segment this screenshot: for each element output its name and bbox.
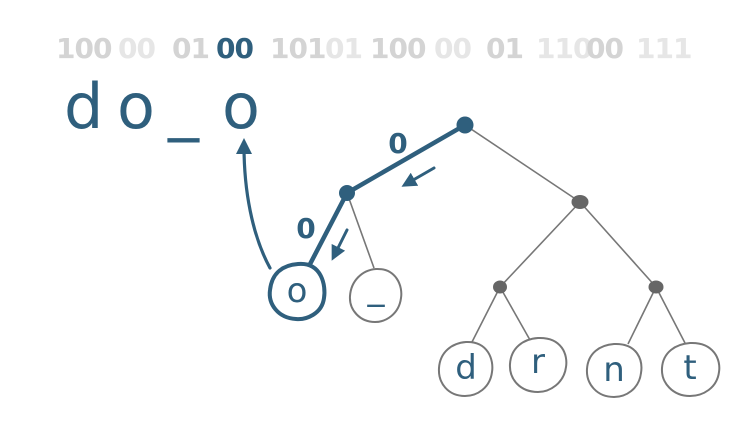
leaf-r: r [508, 336, 568, 394]
bit-group-12: 111 [636, 32, 691, 65]
leaf-o-label: o [287, 271, 308, 311]
bit-group-11: 00 [586, 32, 623, 65]
direction-arrows [331, 166, 436, 261]
path-root-to-left [344, 122, 468, 196]
leaf-n: n [585, 342, 643, 399]
bit-group-9: 01 [486, 32, 523, 65]
root-node [456, 116, 474, 134]
leaf-t-label: t [683, 348, 696, 388]
leaf-o: o [267, 261, 327, 322]
edge-to-r [499, 286, 531, 341]
bit-group-4: 00 [216, 32, 253, 65]
leaf-d-label: d [455, 348, 477, 388]
leaf-underscore: _ [348, 267, 403, 324]
decoded-output: d o _ o [64, 70, 260, 143]
edge-to-d [471, 286, 501, 343]
inner-node-dr [493, 280, 507, 294]
edge-to-t [655, 286, 686, 344]
arrow-down-left-1-icon [401, 166, 436, 187]
edge-right-leftinner [499, 201, 581, 288]
arrow-down-left-2-icon [331, 228, 349, 261]
inner-node-nt [648, 280, 664, 294]
right-internal-node [571, 195, 589, 209]
edge-label-root-left: 0 [388, 127, 407, 160]
decoded-char-2: o [117, 70, 155, 143]
bit-group-6: 01 [325, 32, 362, 65]
bit-group-8: 00 [434, 32, 471, 65]
tree-edges [346, 124, 686, 345]
bit-group-10: 110 [536, 32, 592, 65]
edge-left-underscore [346, 192, 375, 269]
bit-group-7: 100 [370, 32, 426, 65]
left-internal-node [339, 185, 355, 201]
decoded-char-4: o [222, 70, 260, 143]
leaf-r-label: r [531, 342, 545, 382]
decoded-char-3: _ [167, 70, 200, 143]
bit-group-2: 00 [118, 32, 155, 65]
edge-right-rightinner [579, 201, 657, 288]
decoded-char-1: d [64, 70, 103, 143]
output-arrow-icon [236, 138, 272, 270]
bit-group-1: 100 [56, 32, 112, 65]
bit-group-3: 01 [172, 32, 209, 65]
edge-label-left-o: 0 [296, 212, 315, 245]
bit-group-5: 101 [270, 32, 325, 65]
edge-to-n [627, 286, 657, 345]
decode-path [305, 122, 468, 271]
leaf-t: t [660, 341, 721, 398]
leaf-underscore-label: _ [367, 268, 386, 308]
edge-root-right [464, 124, 581, 203]
leaf-n-label: n [603, 350, 625, 390]
leaf-d: d [437, 340, 494, 398]
path-left-to-o [305, 190, 350, 271]
